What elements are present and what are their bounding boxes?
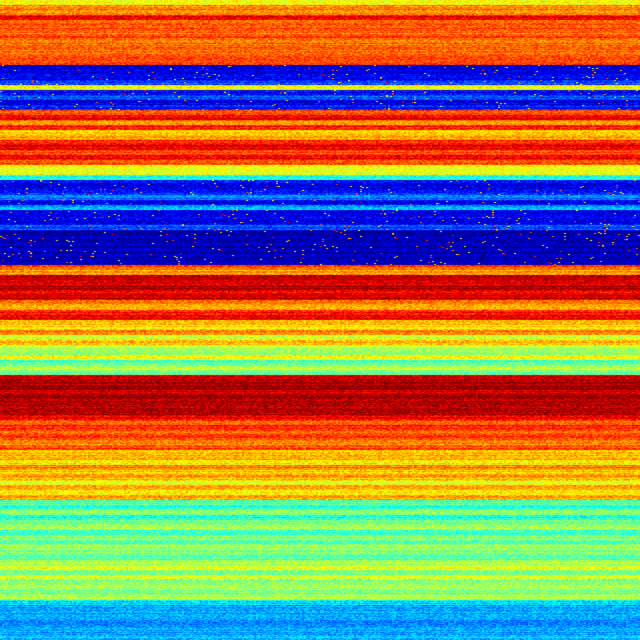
heatmap-canvas [0, 0, 640, 640]
